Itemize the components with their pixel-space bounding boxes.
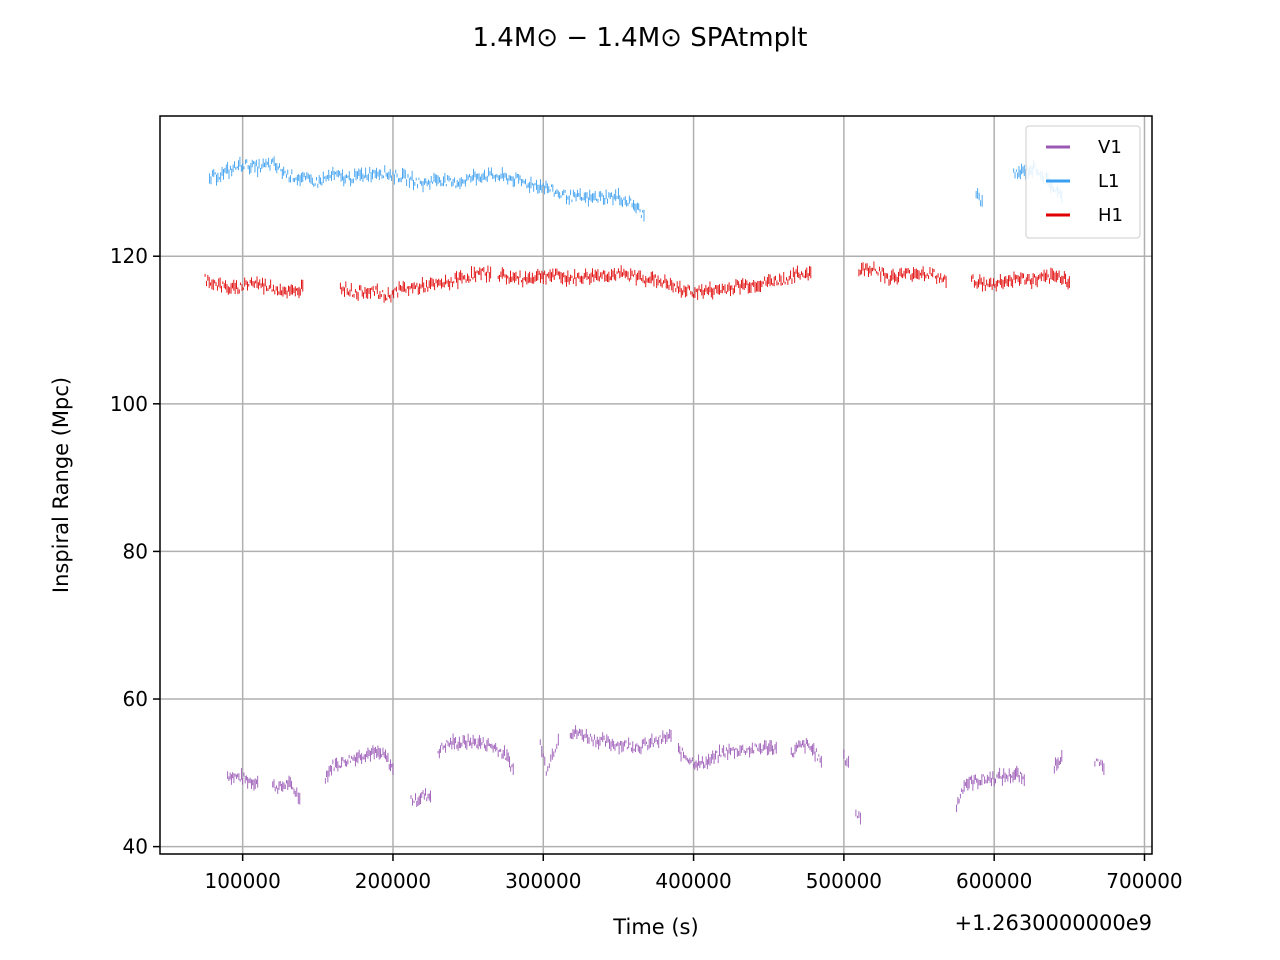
x-axis-offset-label: +1.2630000000e9 [954,911,1152,935]
legend: V1 L1 H1 [1025,125,1141,239]
series-segment [858,261,947,288]
x-tick-label: 500000 [806,869,882,893]
y-tick-label: 60 [123,687,148,711]
grid-layer [160,116,1152,854]
series-segment [209,156,645,222]
series-H1 [204,261,1070,303]
x-tick-label: 300000 [505,869,581,893]
series-segment [971,267,1070,292]
x-tick-label: 200000 [355,869,431,893]
y-tick-label: 80 [123,539,148,563]
series-segment [855,809,861,825]
chart-title: 1.4M⊙ − 1.4M⊙ SPAtmplt [472,23,807,53]
series-segment [956,765,1025,813]
plot-area-frame [159,115,1153,855]
y-tick-label: 40 [123,835,148,859]
series-segment [339,265,492,303]
series-segment [497,265,812,300]
series-segment [1094,758,1105,776]
x-tick-label: 600000 [956,869,1032,893]
x-tick-label: 400000 [655,869,731,893]
series-segment [790,737,822,768]
legend-label-L1: L1 [1098,171,1119,192]
legend-box [1025,125,1141,239]
x-tick-label: 700000 [1106,869,1182,893]
y-tick-label: 120 [110,244,148,268]
series-segment [204,273,304,299]
x-tick-label: 100000 [204,869,280,893]
y-tick-label: 100 [110,392,148,416]
series-segment [539,733,559,776]
series-L1 [209,156,1063,222]
data-layer [204,156,1105,825]
series-segment [678,740,777,771]
series-segment [437,733,514,776]
series-segment [843,749,849,768]
series-segment [324,745,394,784]
series-segment [410,788,431,807]
x-axis-label: Time (s) [612,915,698,939]
series-segment [569,725,672,755]
series-segment [975,188,983,207]
series-segment [272,775,301,805]
legend-label-H1: H1 [1098,205,1123,226]
legend-label-V1: V1 [1098,137,1122,158]
y-axis-label: Inspiral Range (Mpc) [49,377,73,593]
tick-layer: 100000 200000 300000 400000 500000 600000 7000… [110,244,1183,893]
series-segment [227,768,259,791]
series-segment [1053,749,1063,774]
series-V1 [227,725,1105,825]
